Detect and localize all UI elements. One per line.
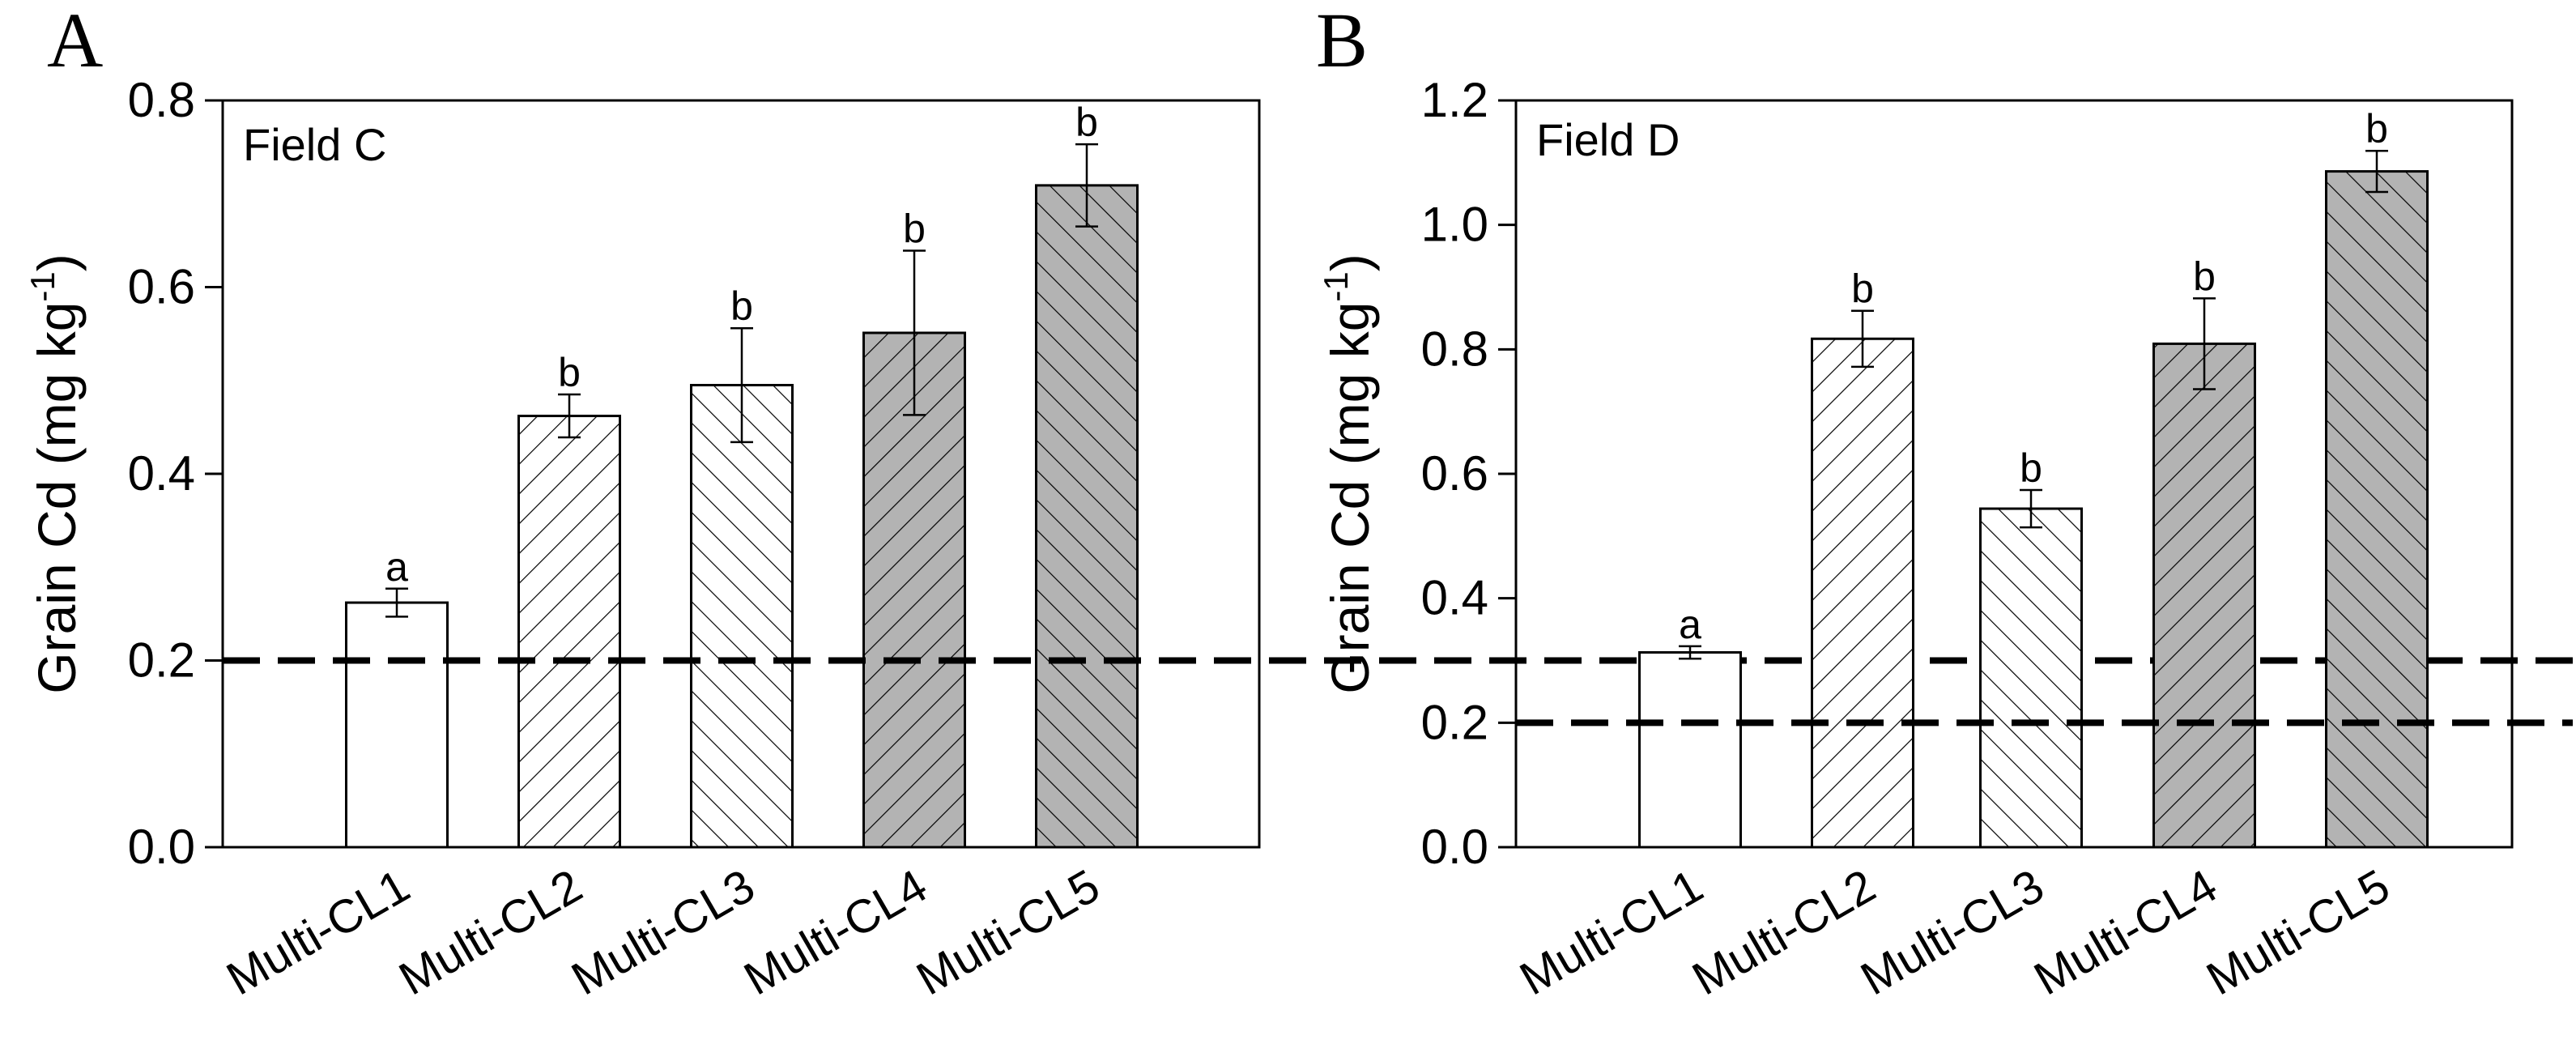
bar-group: a b b b b [1638, 106, 2429, 849]
y-tick-label: 0.6 [1421, 446, 1488, 501]
bar-multi-cl1 [1639, 652, 1741, 847]
significance-label: b [730, 283, 753, 329]
significance-label: a [385, 544, 408, 590]
y-tick-label: 0.6 [128, 260, 195, 314]
significance-label: b [2193, 254, 2216, 299]
y-axis-label: Grain Cd (mg kg-1) [1317, 254, 1380, 693]
x-tick-label: Multi-CL1 [218, 859, 418, 1005]
significance-label: b [1851, 266, 1874, 312]
bar-hatch [2153, 343, 2255, 847]
y-tick-label: 0.8 [1421, 322, 1488, 376]
panel-letter: B [1316, 0, 1368, 83]
x-tick-label: Multi-CL4 [2025, 859, 2225, 1005]
y-tick-label: 0.2 [1421, 695, 1488, 749]
y-axis-label-superscript: -1 [1317, 271, 1355, 301]
y-axis-label-close: ) [27, 254, 87, 271]
y-axis: 0.0 0.2 0.4 0.6 0.8 1.0 1.2 [1421, 73, 1516, 874]
y-axis-label-close: ) [1320, 254, 1380, 271]
x-tick-label: Multi-CL3 [1852, 859, 2052, 1005]
x-tick-label: Multi-CL4 [735, 859, 935, 1005]
y-axis: 0.0 0.2 0.4 0.6 0.8 [128, 73, 223, 874]
bar-hatch [2326, 171, 2428, 848]
y-axis-label-main: Grain Cd (mg kg [27, 302, 87, 694]
y-tick-label: 0.4 [1421, 571, 1488, 625]
y-tick-label: 0.2 [128, 633, 195, 688]
y-axis-label: Grain Cd (mg kg-1) [23, 254, 87, 693]
bar-hatch [1812, 339, 1914, 847]
x-axis: Multi-CL1Multi-CL2Multi-CL3Multi-CL4Mult… [218, 859, 1108, 1005]
panel-letter: A [47, 0, 103, 83]
y-tick-label: 0.4 [128, 446, 195, 501]
y-tick-label: 0.0 [128, 820, 195, 874]
x-axis: Multi-CL1Multi-CL2Multi-CL3Multi-CL4Mult… [1511, 859, 2398, 1005]
x-tick-label: Multi-CL5 [908, 859, 1108, 1005]
significance-label: b [903, 207, 926, 252]
bar-group: a b b b b [345, 100, 1139, 849]
y-tick-label: 1.2 [1421, 73, 1488, 127]
field-label: Field C [243, 119, 386, 170]
y-tick-label: 0.8 [128, 73, 195, 127]
significance-label: b [2365, 106, 2388, 151]
significance-label: b [1075, 100, 1098, 145]
x-tick-label: Multi-CL5 [2198, 859, 2398, 1005]
y-axis-label-main: Grain Cd (mg kg [1320, 302, 1380, 694]
significance-label: a [1679, 602, 1701, 647]
significance-label: b [558, 350, 581, 395]
field-label: Field D [1536, 114, 1680, 165]
y-axis-label-superscript: -1 [23, 271, 62, 301]
significance-label: b [2020, 445, 2042, 491]
y-tick-label: 1.0 [1421, 198, 1488, 252]
y-tick-label: 0.0 [1421, 820, 1488, 874]
bar-hatch [691, 385, 793, 847]
bar-hatch [1980, 509, 2082, 847]
bar-hatch [518, 415, 620, 847]
x-tick-label: Multi-CL3 [563, 859, 763, 1005]
bar-hatch [863, 332, 965, 847]
bar-multi-cl1 [346, 603, 448, 847]
x-tick-label: Multi-CL1 [1511, 859, 1711, 1005]
x-tick-label: Multi-CL2 [1684, 859, 1884, 1005]
x-tick-label: Multi-CL2 [390, 859, 590, 1005]
bar-hatch [1036, 185, 1138, 847]
